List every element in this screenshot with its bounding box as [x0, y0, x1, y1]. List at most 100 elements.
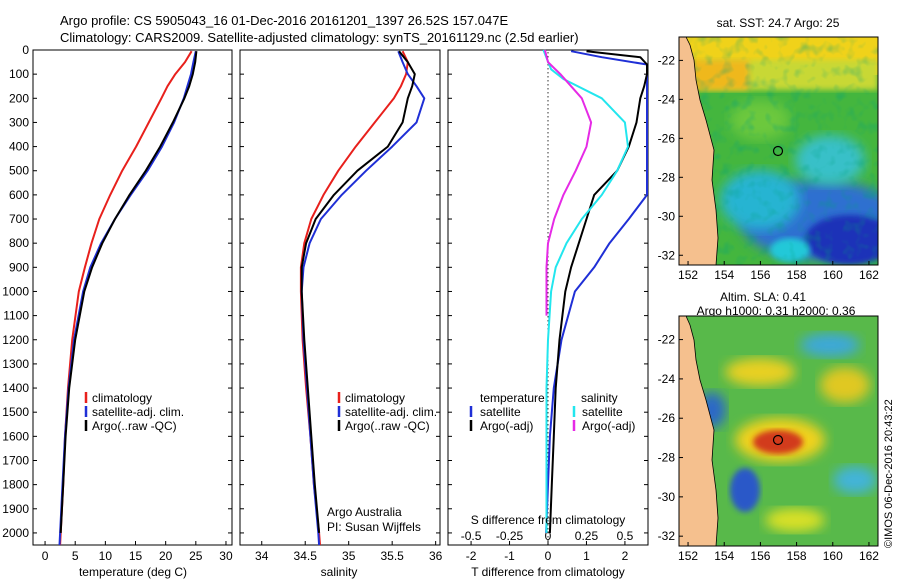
- map-y-tick-label: -30: [658, 490, 676, 504]
- y-tick-label: 200: [9, 91, 29, 105]
- temperature-legend: climatology satellite-adj. clim. Argo(..…: [84, 391, 184, 433]
- legend-argo: Argo(..raw -QC): [92, 419, 177, 433]
- map-x-tick-label: 152: [678, 268, 698, 282]
- y-tick-label: 1100: [3, 309, 29, 323]
- map-x-tick-label: 158: [787, 268, 807, 282]
- series-line-salinity-argo-adj-: [543, 49, 593, 316]
- legend-sal-argo: Argo(-adj): [582, 419, 635, 433]
- y-tick-label: 1900: [2, 502, 29, 516]
- y-tick-label: 1300: [2, 357, 29, 371]
- x-tick-label: 15: [129, 549, 143, 563]
- legend-satellite-clim: satellite-adj. clim.: [92, 405, 184, 419]
- series-line-salinity-satellite: [542, 49, 629, 533]
- argo-location-marker: [772, 145, 784, 157]
- map-x-tick-label: 162: [859, 549, 879, 563]
- s-tick-label: 0.25: [575, 529, 599, 543]
- salinity-note-line2: PI: Susan Wijffels: [327, 520, 421, 534]
- map-y-tick-label: -24: [658, 92, 676, 106]
- salinity-panel: 34 34.5 35 35.5 36 climatology satellite-adj…: [239, 49, 443, 579]
- x-tick-label: -2: [466, 549, 477, 563]
- s-tick-label: -0.25: [496, 529, 524, 543]
- y-tick-label: 1700: [2, 453, 29, 467]
- s-tick-label: -0.5: [461, 529, 482, 543]
- y-tick-label: 900: [9, 260, 29, 274]
- x-tick-label: 36: [429, 549, 443, 563]
- legend-satellite-clim: satellite-adj. clim.: [345, 405, 437, 419]
- figure-title-line1: Argo profile: CS 5905043_16 01-Dec-2016 …: [60, 13, 508, 28]
- sla-map-title-line1: Altim. SLA: 0.41: [720, 290, 806, 304]
- x-tick-label: 34.5: [294, 549, 318, 563]
- sla-map-frame: [678, 315, 879, 547]
- s-difference-label: S difference from climatology: [471, 513, 626, 527]
- figure-title-line2: Climatology: CARS2009. Satellite-adjuste…: [60, 30, 579, 45]
- x-tick-label: 1: [583, 549, 590, 563]
- y-tick-label: 300: [9, 115, 29, 129]
- map-x-tick-label: 158: [787, 549, 807, 563]
- map-y-tick-label: -26: [658, 411, 676, 425]
- temperature-axes-box: [32, 49, 233, 546]
- sst-map-frame: [678, 36, 879, 266]
- t-difference-xlabel: T difference from climatology: [471, 565, 625, 579]
- sla-map-title-line2: Argo h1000: 0.31 h2000: 0.36: [697, 304, 856, 318]
- map-y-tick-label: -26: [658, 131, 676, 145]
- s-tick-label: 0.5: [617, 529, 634, 543]
- x-tick-label: 5: [72, 549, 79, 563]
- map-y-tick-label: -32: [658, 529, 676, 543]
- y-tick-label: 800: [9, 236, 29, 250]
- map-x-tick-label: 152: [678, 549, 698, 563]
- s-tick-label: 0: [545, 529, 552, 543]
- temperature-panel: 0 5 10 15 20 25 300100200300400500600700800900…: [2, 43, 233, 579]
- x-tick-label: 34: [255, 549, 269, 563]
- sla-field: [679, 316, 878, 546]
- australia-coast: [679, 37, 719, 265]
- map-y-tick-label: -32: [658, 248, 676, 262]
- series-line-temperature-argo-adj-: [548, 50, 648, 533]
- temperature-xlabel: temperature (deg C): [79, 565, 187, 579]
- map-x-tick-label: 160: [823, 268, 843, 282]
- y-tick-label: 1600: [2, 429, 29, 443]
- legend-climatology: climatology: [345, 391, 405, 405]
- salinity-axes-box: [239, 49, 441, 546]
- y-tick-label: 1000: [2, 284, 29, 298]
- y-tick-label: 500: [9, 164, 29, 178]
- legend-argo: Argo(..raw -QC): [345, 419, 430, 433]
- x-tick-label: 2: [622, 549, 629, 563]
- x-tick-label: 30: [219, 549, 233, 563]
- legend-sal-satellite: satellite: [582, 405, 623, 419]
- legend-temp-satellite: satellite: [480, 405, 521, 419]
- legend-temp-argo: Argo(-adj): [480, 419, 533, 433]
- legend-climatology: climatology: [92, 391, 152, 405]
- map-y-tick-label: -22: [658, 333, 676, 347]
- y-tick-label: 1800: [2, 478, 29, 492]
- map-y-tick-label: -30: [658, 209, 676, 223]
- legend-temperature-title: temperature: [480, 391, 545, 405]
- map-x-tick-label: 154: [714, 268, 734, 282]
- y-tick-label: 700: [9, 212, 29, 226]
- x-tick-label: -1: [504, 549, 515, 563]
- y-tick-label: 1500: [2, 405, 29, 419]
- argo-location-marker: [772, 434, 784, 446]
- imos-credit: ©IMOS 06-Dec-2016 20:43:22: [883, 399, 895, 548]
- map-y-tick-label: -28: [658, 451, 676, 465]
- legend-salinity-title: salinity: [581, 391, 618, 405]
- map-x-tick-label: 154: [714, 549, 734, 563]
- salinity-xlabel: salinity: [321, 565, 358, 579]
- y-tick-label: 2000: [2, 526, 29, 540]
- map-x-tick-label: 156: [750, 549, 770, 563]
- y-tick-label: 0: [22, 43, 29, 57]
- map-y-tick-label: -28: [658, 170, 676, 184]
- map-x-tick-label: 160: [823, 549, 843, 563]
- y-tick-label: 100: [9, 67, 29, 81]
- x-tick-label: 10: [99, 549, 113, 563]
- series-line-argo-raw-qc-: [59, 51, 198, 533]
- sst-field: [679, 37, 878, 265]
- map-y-tick-label: -22: [658, 53, 676, 67]
- x-tick-label: 0: [42, 549, 49, 563]
- x-tick-label: 25: [189, 549, 203, 563]
- map-y-tick-label: -24: [658, 372, 676, 386]
- series-line-argo-raw-qc-: [300, 50, 416, 533]
- x-tick-label: 35.5: [380, 549, 404, 563]
- sla-map-panel: Altim. SLA: 0.41 Argo h1000: 0.31 h2000:…: [658, 290, 880, 563]
- australia-coast: [679, 316, 719, 546]
